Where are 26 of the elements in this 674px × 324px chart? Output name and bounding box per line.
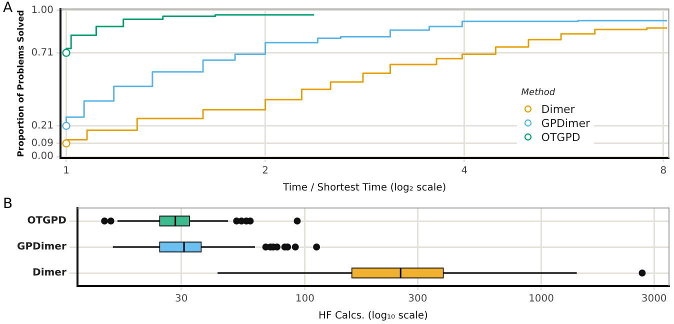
legend-label: Dimer [541, 102, 575, 116]
y-tick-label: 0.09 [31, 138, 54, 149]
chart-title: A [3, 0, 13, 16]
x-tick-label: 100 [295, 294, 314, 305]
legend-title: Method [521, 88, 556, 98]
y-tick-label: OTGPD [27, 216, 66, 227]
x-tick-label: 30 [174, 294, 188, 305]
y-tick-label: 0.21 [31, 120, 54, 132]
y-tick-label: Dimer [32, 268, 66, 279]
x-tick-label: 8 [660, 166, 667, 177]
x-tick-label: 300 [408, 294, 428, 305]
y-tick-label: 1.00 [31, 5, 54, 16]
x-tick-label: 4 [461, 166, 468, 177]
x-tick-label: 3000 [641, 294, 667, 305]
y-tick-label: 0.00 [31, 151, 54, 162]
y-tick-label: 0.71 [31, 47, 54, 58]
x-axis-title: Time / Shortest Time (log₂ scale) [282, 182, 446, 194]
y-axis-title: Proportion of Problems Solved [16, 10, 26, 157]
y-tick-label: GPDimer [16, 242, 66, 253]
x-axis-title: HF Calcs. (log₁₀ scale) [318, 310, 428, 322]
x-tick-label: 1 [63, 166, 70, 177]
legend-label: GPDimer [541, 116, 590, 130]
legend-label: OTGPD [541, 130, 580, 144]
chart-title: B [3, 196, 13, 212]
x-tick-label: 1000 [528, 294, 554, 305]
x-tick-label: 2 [262, 166, 269, 177]
